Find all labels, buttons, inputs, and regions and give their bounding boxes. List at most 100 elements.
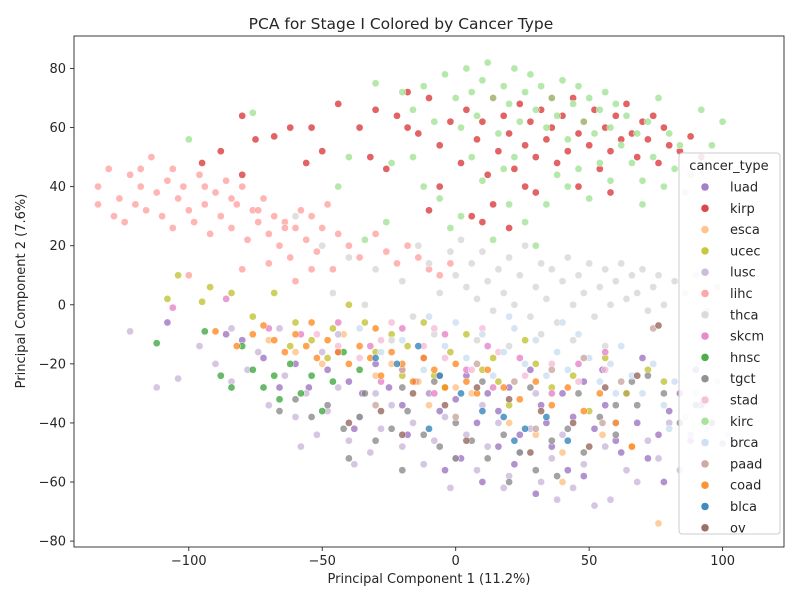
data-point-kirp [505,224,513,232]
legend-label-ucec: ucec [730,244,761,259]
legend-label-kirc: kirc [730,415,753,430]
data-point-brca [441,342,449,350]
data-point-kirc [547,94,556,102]
data-point-kirp [216,147,225,156]
data-point-kirc [595,105,604,114]
data-point-coad [419,354,428,362]
data-point-lusc [211,360,220,368]
data-point-blca [499,413,508,421]
data-point-lihc [414,253,423,262]
legend-label-blca: blca [730,500,757,515]
data-point-lihc [136,182,145,191]
data-point-kirc [467,88,476,96]
data-point-kirp [478,117,487,126]
data-point-lihc [227,194,236,203]
data-point-brca [595,377,604,386]
data-point-stad [574,377,583,386]
data-point-kirc [457,123,465,132]
data-point-coad [611,419,620,427]
data-point-blca [510,436,519,445]
data-point-brca [505,312,513,321]
data-point-kirc [628,159,636,167]
data-point-lihc [163,176,172,185]
data-point-coad [462,377,471,386]
data-point-blca [542,413,551,421]
data-point-paad [371,401,380,410]
data-point-thca [579,289,588,297]
data-point-kirp [521,182,529,191]
data-point-paad [579,354,588,362]
data-point-thca [547,265,556,274]
data-point-kirc [462,64,471,73]
data-point-brca [617,342,626,350]
data-point-luad [531,489,540,498]
data-point-skcm [515,354,524,362]
data-point-coad [302,342,311,350]
data-point-thca [345,253,353,262]
data-point-tgct [553,472,561,480]
data-point-tgct [483,454,492,463]
data-point-kirp [585,141,594,150]
data-point-kirp [505,129,513,138]
x-tick-label: 100 [710,554,735,569]
data-point-lihc [168,224,177,232]
data-point-kirc [387,159,396,167]
data-point-thca [473,295,481,303]
data-point-stad [430,324,439,333]
data-point-luad [483,389,492,398]
data-point-coad [334,348,343,356]
data-point-kirc [601,88,610,96]
legend-label-stad: stad [730,394,758,409]
data-point-thca [585,259,594,268]
data-point-lusc [622,466,631,475]
data-point-lihc [184,271,193,280]
data-point-tgct [355,413,364,421]
data-point-coad [313,354,321,362]
data-point-lusc [446,484,455,492]
data-point-lihc [200,182,209,191]
data-point-tgct [419,430,428,439]
x-tick-label: −100 [171,554,207,569]
data-point-tgct [499,430,508,439]
data-point-hnsc [275,395,284,404]
data-point-luad [478,478,487,486]
data-point-lusc [345,436,353,445]
y-tick-label: 60 [49,121,66,136]
data-point-lihc [307,265,316,274]
data-point-kirc [457,212,465,221]
data-point-luad [222,330,230,339]
data-point-kirc [595,159,604,167]
data-point-luad [633,419,642,427]
data-point-kirc [489,235,497,244]
data-point-lihc [110,212,118,221]
data-point-lihc [158,212,166,221]
data-point-kirp [494,147,503,156]
data-point-kirc [521,218,529,226]
data-point-kirp [510,165,519,173]
data-point-blca [393,360,401,368]
data-point-brca [521,360,529,368]
data-point-lusc [537,478,545,486]
data-point-kirp [382,165,391,173]
data-point-lusc [419,460,428,469]
data-point-kirc [665,129,674,138]
data-point-lusc [558,430,567,439]
data-point-tgct [398,383,407,392]
data-point-coad [499,383,508,392]
data-point-kirp [622,100,631,108]
data-point-lusc [350,460,359,469]
x-tick-label: 50 [581,554,598,569]
data-point-kirc [521,88,529,96]
data-point-luad [494,442,503,451]
data-point-lihc [238,182,247,191]
legend-marker-lihc [700,289,710,298]
legend-marker-luad [700,182,710,192]
data-point-kirc [489,94,497,102]
data-point-lusc [483,442,492,451]
data-point-lihc [281,224,289,232]
data-point-thca [494,265,503,274]
data-point-coad [232,342,241,350]
data-point-blca [414,342,423,350]
data-point-thca [617,259,626,268]
data-point-kirp [462,105,471,114]
